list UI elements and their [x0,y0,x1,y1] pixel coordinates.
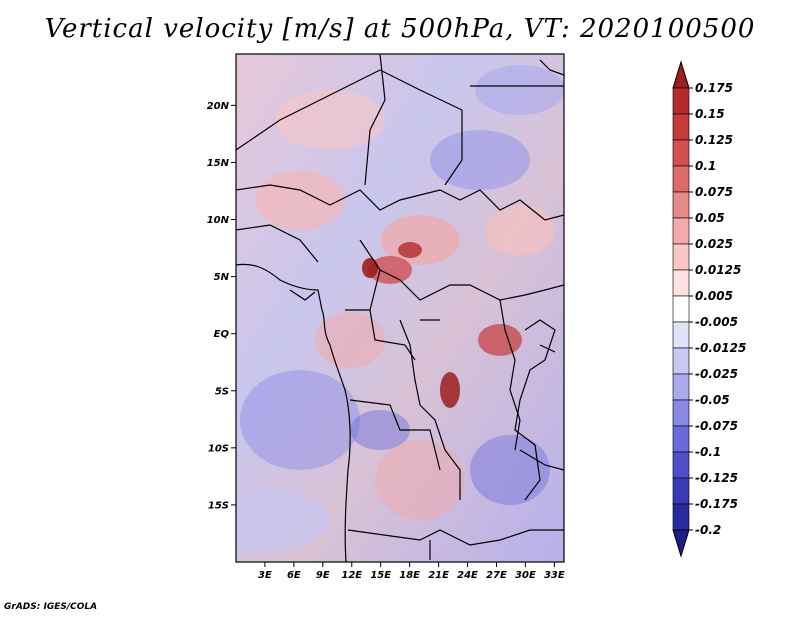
colorbar-segment [672,217,690,245]
latitude-axis: 20N 15N 10N 5N EQ 5S 10S 15S [207,101,236,511]
colorbar-top-triangle [672,60,690,89]
lat-label: 20N [207,101,230,112]
colorbar-label: 0.025 [695,237,733,251]
lon-label: 3E [258,570,272,581]
map-frame [235,53,565,563]
colorbar-segment [672,269,690,297]
colorbar-segment [672,165,690,193]
lat-label: 5N [214,272,230,283]
colorbar-label: -0.05 [695,393,730,407]
lon-label: 33E [544,570,565,581]
lon-label: 9E [316,570,330,581]
colorbar-label: -0.1 [695,445,721,459]
colorbar-segment [672,321,690,349]
lat-label: 15N [207,158,230,169]
colorbar-segment [672,191,690,219]
grads-credit: GrADS: IGES/COLA [4,602,98,612]
map-title: Vertical velocity [m/s] at 500hPa, VT: 2… [44,14,756,44]
colorbar-label: 0.15 [695,107,725,121]
colorbar-label: -0.025 [695,367,738,381]
colorbar-label: 0.175 [695,81,733,95]
colorbar-segment [672,503,690,531]
colorbar-segment [672,347,690,375]
lon-label: 21E [428,570,449,581]
colorbar-label: -0.0125 [695,341,746,355]
colorbar-segment [672,373,690,401]
colorbar-segment [672,295,690,323]
colorbar-bottom-triangle [672,529,690,558]
colorbar-label: 0.005 [695,289,733,303]
colorbar-label: 0.0125 [695,263,741,277]
lon-label: 12E [341,570,362,581]
colorbar-label: -0.2 [695,523,721,537]
lat-label: 5S [215,386,229,397]
colorbar-label: -0.005 [695,315,738,329]
lon-label: 27E [486,570,507,581]
lat-label: 10N [207,215,230,226]
lon-label: 18E [399,570,420,581]
colorbar-label: -0.075 [695,419,738,433]
colorbar-segment [672,113,690,141]
colorbar-label: 0.05 [695,211,725,225]
longitude-axis: 3E 6E 9E 12E 15E 18E 21E 24E 27E 30E 33E [258,562,565,581]
colorbar-segment [672,451,690,479]
colorbar-label: 0.125 [695,133,733,147]
lat-label: EQ [214,329,230,340]
colorbar-label: 0.1 [695,159,716,173]
colorbar-segment [672,243,690,271]
colorbar-segment [672,139,690,167]
lon-label: 15E [370,570,391,581]
colorbar-segment [672,477,690,505]
colorbar-segment [672,399,690,427]
lon-label: 24E [457,570,478,581]
lon-label: 30E [515,570,536,581]
lon-label: 6E [287,570,301,581]
lat-label: 15S [208,500,229,511]
colorbar: 0.175 0.15 0.125 0.1 0.075 0.05 0.025 0.0125 0.0… [672,60,746,558]
colorbar-label: -0.175 [695,497,738,511]
colorbar-segment [672,425,690,453]
map-panel [236,54,564,562]
colorbar-label: 0.075 [695,185,733,199]
colorbar-label: -0.125 [695,471,738,485]
colorbar-segment [672,87,690,115]
lat-label: 10S [208,443,229,454]
